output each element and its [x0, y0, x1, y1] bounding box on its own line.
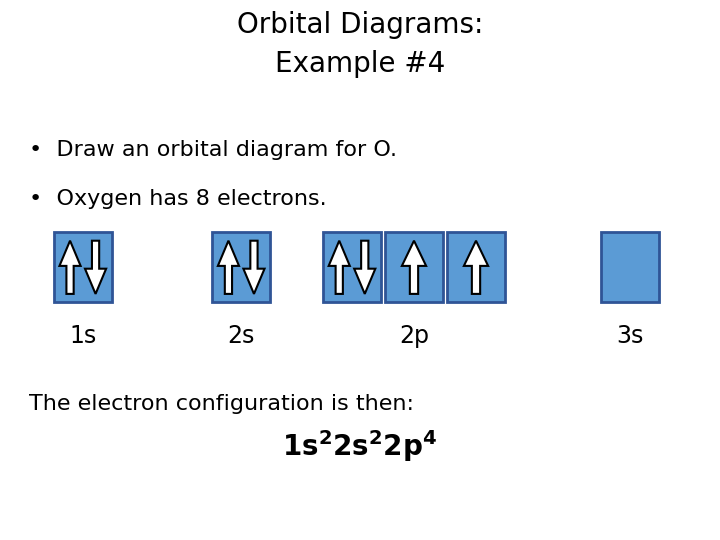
Bar — [385, 232, 443, 302]
Polygon shape — [328, 241, 350, 294]
Polygon shape — [243, 241, 264, 294]
Bar — [323, 232, 381, 302]
Text: 1s: 1s — [69, 325, 96, 348]
Bar — [212, 232, 270, 302]
Text: 2s: 2s — [228, 325, 255, 348]
Bar — [447, 232, 505, 302]
Polygon shape — [218, 241, 239, 294]
Text: Orbital Diagrams:
Example #4: Orbital Diagrams: Example #4 — [237, 11, 483, 78]
Text: 3s: 3s — [616, 325, 644, 348]
Text: 2p: 2p — [399, 325, 429, 348]
Text: The electron configuration is then:: The electron configuration is then: — [29, 394, 414, 414]
Polygon shape — [60, 241, 81, 294]
Polygon shape — [464, 241, 488, 294]
Polygon shape — [354, 241, 375, 294]
Polygon shape — [85, 241, 106, 294]
Bar — [54, 232, 112, 302]
Bar — [601, 232, 659, 302]
Text: $\mathbf{1s^22s^22p^4}$: $\mathbf{1s^22s^22p^4}$ — [282, 428, 438, 464]
Text: •  Draw an orbital diagram for O.: • Draw an orbital diagram for O. — [29, 140, 397, 160]
Polygon shape — [402, 241, 426, 294]
Text: •  Oxygen has 8 electrons.: • Oxygen has 8 electrons. — [29, 189, 326, 209]
